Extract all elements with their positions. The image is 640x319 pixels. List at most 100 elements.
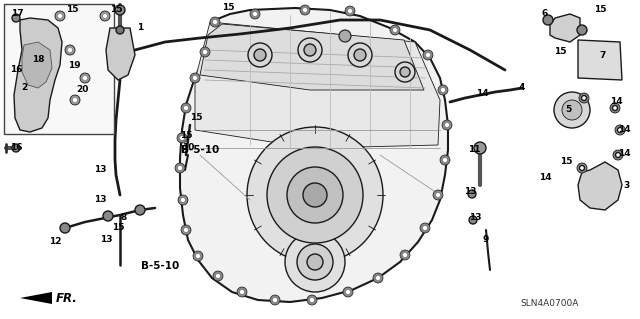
Circle shape <box>180 197 186 203</box>
Circle shape <box>343 287 353 297</box>
Circle shape <box>442 120 452 130</box>
Text: 15: 15 <box>221 4 234 12</box>
Circle shape <box>202 49 207 55</box>
Circle shape <box>395 62 415 82</box>
Circle shape <box>213 271 223 281</box>
Circle shape <box>115 5 125 15</box>
Circle shape <box>179 136 184 140</box>
Text: 13: 13 <box>93 166 106 174</box>
Text: 14: 14 <box>476 90 488 99</box>
Circle shape <box>354 49 366 61</box>
Text: 9: 9 <box>483 235 489 244</box>
Circle shape <box>212 19 218 25</box>
Circle shape <box>618 128 623 132</box>
Circle shape <box>177 166 182 170</box>
Text: 19: 19 <box>68 62 80 70</box>
Circle shape <box>285 232 345 292</box>
Circle shape <box>177 133 187 143</box>
Circle shape <box>307 254 323 270</box>
Text: 1: 1 <box>137 24 143 33</box>
Text: 15: 15 <box>189 114 202 122</box>
Text: 17: 17 <box>11 10 23 19</box>
Circle shape <box>376 276 381 280</box>
Text: 20: 20 <box>76 85 88 94</box>
Circle shape <box>426 53 431 57</box>
Text: 14: 14 <box>610 98 622 107</box>
Circle shape <box>582 95 586 100</box>
Circle shape <box>80 73 90 83</box>
Text: 13: 13 <box>464 188 476 197</box>
Circle shape <box>468 190 476 198</box>
Text: 14: 14 <box>539 174 551 182</box>
Circle shape <box>181 225 191 235</box>
Circle shape <box>348 9 353 13</box>
Polygon shape <box>578 40 622 80</box>
Circle shape <box>304 44 316 56</box>
Text: FR.: FR. <box>56 292 77 305</box>
Circle shape <box>348 43 372 67</box>
Circle shape <box>70 95 80 105</box>
Circle shape <box>135 205 145 215</box>
Circle shape <box>422 226 428 231</box>
Circle shape <box>270 295 280 305</box>
Circle shape <box>554 92 590 128</box>
Circle shape <box>612 106 618 110</box>
Circle shape <box>100 11 110 21</box>
Circle shape <box>420 223 430 233</box>
Circle shape <box>615 125 625 135</box>
Circle shape <box>178 195 188 205</box>
Circle shape <box>373 273 383 283</box>
Circle shape <box>12 14 20 22</box>
Circle shape <box>440 155 450 165</box>
Text: 12: 12 <box>49 238 61 247</box>
Circle shape <box>577 25 587 35</box>
Circle shape <box>184 227 189 233</box>
Circle shape <box>12 144 20 152</box>
Circle shape <box>195 254 200 258</box>
Text: 3: 3 <box>623 182 629 190</box>
Text: 18: 18 <box>32 56 44 64</box>
Text: 15: 15 <box>594 5 606 14</box>
Circle shape <box>72 98 77 102</box>
Circle shape <box>345 6 355 16</box>
Circle shape <box>433 190 443 200</box>
Circle shape <box>392 27 397 33</box>
Polygon shape <box>22 42 52 88</box>
Text: 6: 6 <box>542 10 548 19</box>
Polygon shape <box>200 24 424 90</box>
Circle shape <box>298 38 322 62</box>
Circle shape <box>58 13 63 19</box>
Text: 15: 15 <box>554 48 566 56</box>
Text: 10: 10 <box>182 144 194 152</box>
Text: 14: 14 <box>618 150 630 159</box>
Circle shape <box>193 251 203 261</box>
Circle shape <box>237 287 247 297</box>
Circle shape <box>67 48 72 53</box>
Circle shape <box>469 216 477 224</box>
Circle shape <box>440 87 445 93</box>
Circle shape <box>613 150 623 160</box>
FancyBboxPatch shape <box>4 4 114 134</box>
Circle shape <box>423 50 433 60</box>
Circle shape <box>310 298 314 302</box>
Circle shape <box>83 76 88 80</box>
Text: 13: 13 <box>93 196 106 204</box>
Circle shape <box>616 152 621 158</box>
Circle shape <box>102 13 108 19</box>
Circle shape <box>181 103 191 113</box>
Polygon shape <box>180 8 448 302</box>
Circle shape <box>103 211 113 221</box>
Polygon shape <box>20 292 52 304</box>
Circle shape <box>247 127 383 263</box>
Text: 13: 13 <box>100 235 112 244</box>
Text: 15: 15 <box>560 158 572 167</box>
Circle shape <box>175 163 185 173</box>
Circle shape <box>248 43 272 67</box>
Circle shape <box>253 11 257 17</box>
Circle shape <box>390 25 400 35</box>
Circle shape <box>303 183 327 207</box>
Circle shape <box>55 11 65 21</box>
Text: 15: 15 <box>109 5 122 14</box>
Text: 15: 15 <box>66 5 78 14</box>
Text: B-5-10: B-5-10 <box>181 145 219 155</box>
